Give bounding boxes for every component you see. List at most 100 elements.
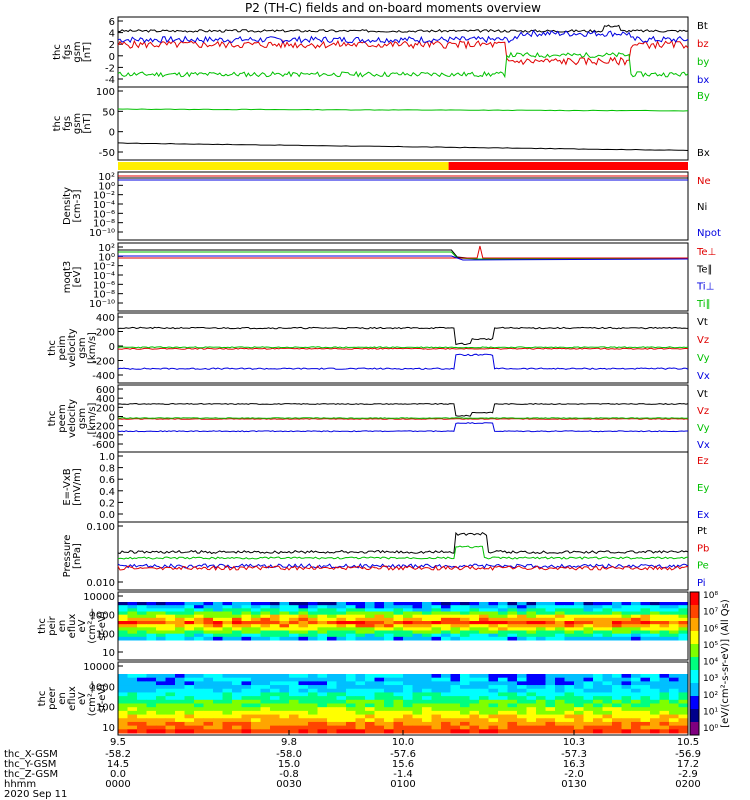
moqt3-ytick-label-2: 10⁻² [93, 262, 115, 273]
peim-legend-2: Vy [697, 353, 710, 364]
pressure-legend-2: Pe [697, 561, 709, 572]
fgs_large-ytick-label-1: 50 [102, 107, 115, 118]
peim-ylabel-3: gsm [77, 337, 88, 358]
efield-frame [117, 451, 689, 523]
xaxis-row-label-2: thc_Z-GSM [4, 769, 58, 780]
efield-ytick-label-2: 0.6 [99, 475, 115, 486]
density-ytick-label-1: 10⁰ [98, 181, 115, 192]
xaxis-row-3-val-0: 0000 [105, 779, 130, 790]
fgs_large-ylabel-2: gsm [72, 113, 83, 134]
peem-ytick-label-1: 400 [96, 394, 115, 405]
peir-ylabel-5: (cm²-s- [87, 608, 98, 644]
xaxis-row-1-val-3: 16.3 [563, 759, 585, 770]
peir-spectrogram [118, 602, 689, 641]
colorbar-cell-6 [690, 670, 699, 684]
xaxis-row-label-1: thc_Y-GSM [4, 759, 56, 770]
moqt3-ytick-label-3: 10⁻⁴ [93, 271, 115, 282]
peer-ylabel-6: sr-eV) [97, 684, 108, 713]
pressure-pe-line [117, 545, 689, 560]
efield-legend-1: Ey [697, 483, 709, 494]
peim-legend-1: Vz [697, 335, 709, 346]
peem-ytick-label-3: 0 [109, 413, 115, 424]
peem-legend-1: Vz [697, 406, 709, 417]
colorbar-cell-2 [690, 618, 699, 632]
moqt3-legend-3: Ti∥ [696, 299, 711, 310]
density-ylabel-1: [cm-3] [72, 189, 83, 222]
xaxis-row-1-val-0: 14.5 [107, 759, 129, 770]
xaxis-row-3-val-3: 0130 [561, 779, 586, 790]
xaxis-row-2-val-2: -1.4 [393, 769, 413, 780]
fgs-bz-line [117, 39, 689, 66]
moqt3-legend-2: Ti⊥ [696, 282, 714, 293]
fgs_small-ytick-label-1: 4 [109, 29, 115, 40]
fgs_large-ylabel-0: thc [52, 116, 63, 132]
peir-ylabel-2: en [57, 620, 68, 633]
pressure-legend-1: Pb [697, 543, 709, 554]
peir-ylabel-0: thc [37, 618, 48, 634]
colorbar-tick-1: 10⁷ [703, 608, 718, 618]
peir-ytick-label-1: 1000 [90, 611, 115, 622]
figure-title: P2 (TH-C) fields and on-board moments ov… [245, 1, 541, 15]
fgs_small-legend-0: Bt [697, 21, 708, 32]
peim-ylabel-4: [km/s] [87, 332, 98, 364]
peim-ytick-label-3: -200 [92, 357, 115, 368]
peer-ylabel-1: peer [47, 686, 58, 710]
density-ytick-label-0: 10² [98, 172, 115, 183]
peem-ytick-label-0: 600 [96, 385, 115, 396]
peir-ytick-label-3: 10 [102, 648, 115, 659]
fgs_small-legend-3: bx [697, 75, 709, 86]
pressure-pb-line [117, 565, 689, 571]
moqt3-ytick-label-5: 10⁻⁸ [93, 290, 115, 301]
colorbar-cell-3 [690, 631, 699, 645]
peir-ylabel-3: eflux [67, 614, 78, 639]
density-frame [117, 171, 689, 241]
density-ytick-label-3: 10⁻⁴ [93, 200, 115, 211]
peim-ylabel-2: velocity [67, 328, 78, 367]
peer-ylabel-4: eV [77, 692, 88, 705]
pressure-pi-line [117, 562, 689, 569]
moqt3-ytick-label-1: 10⁰ [98, 252, 115, 263]
peem-legend-2: Vy [697, 423, 710, 434]
colorbar-frame [689, 591, 700, 736]
peem-ytick-label-5: -400 [92, 431, 115, 442]
pressure-ylabel-1: [nPa] [72, 543, 83, 569]
peer-ylabel-3: eflux [67, 686, 78, 711]
xaxis-row-0-val-0: -58.2 [105, 749, 131, 760]
xaxis-row-2-val-4: -2.9 [678, 769, 698, 780]
xaxis-row-3-val-1: 0030 [276, 779, 301, 790]
fgs_small-frame [117, 16, 689, 88]
colorbar-cell-4 [690, 644, 699, 658]
efield-ytick-label-5: 0.0 [99, 510, 115, 521]
peim-ylabel-0: thc [47, 340, 58, 356]
peem-vz-line [118, 418, 689, 420]
xaxis-row-0-val-2: -57.6 [390, 749, 416, 760]
peir-ylabel-4: eV [77, 619, 88, 632]
colorbar-cell-5 [690, 657, 699, 671]
efield-ytick-label-4: 0.2 [99, 498, 115, 509]
pressure-ytick-label-1: 0.010 [86, 578, 115, 589]
efield-ytick-label-3: 0.4 [99, 487, 115, 498]
peer-spectrogram [118, 674, 689, 734]
colorbar-cell-8 [690, 696, 699, 710]
xaxis-row-label-0: thc_X-GSM [4, 749, 58, 760]
pressure-pt-line [117, 531, 689, 555]
mode-segment-0 [118, 162, 449, 170]
peer-ytick-label-0: 10000 [83, 662, 115, 673]
moqt3-tiperp-line [118, 255, 689, 261]
pressure-frame [117, 521, 689, 591]
peim-vz-line [118, 347, 689, 350]
density-legend-1: Ni [697, 202, 707, 213]
colorbar-tick-2: 10⁶ [703, 624, 718, 634]
peem-ylabel-3: gsm [77, 408, 88, 429]
moqt3-ytick-label-0: 10² [98, 243, 115, 254]
fgs_small-ytick-label-3: 0 [109, 52, 115, 63]
fgs_large-ytick-label-3: -50 [99, 148, 115, 159]
efield-ylabel-1: [mV/m] [72, 468, 83, 506]
moqt3-frame [117, 242, 689, 312]
peim-ytick-label-0: 400 [96, 313, 115, 324]
fgs_small-ytick-label-4: -2 [105, 63, 115, 74]
xtick-label-3: 10.3 [563, 737, 585, 748]
fgs_small-ylabel-0: thc [52, 44, 63, 60]
peem-ytick-label-4: -200 [92, 422, 115, 433]
xaxis-row-3-val-2: 0100 [390, 779, 415, 790]
